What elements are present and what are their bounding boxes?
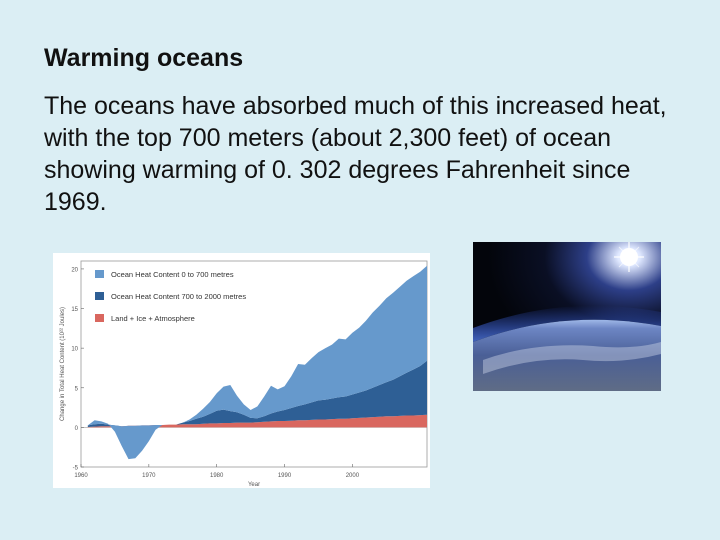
series-area-0 bbox=[87, 414, 428, 428]
legend-swatch bbox=[95, 314, 104, 322]
y-axis-label: Change in Total Heat Content (10²² Joule… bbox=[60, 307, 66, 421]
y-tick-label: 5 bbox=[75, 386, 79, 392]
cloud-band bbox=[483, 342, 661, 374]
y-tick-label: 15 bbox=[71, 307, 78, 313]
x-tick-label: 1990 bbox=[278, 473, 292, 479]
ocean-heat-chart: -5 0 5 10 15 20 1960 1970 1980 1990 2000 Year Change… bbox=[53, 253, 430, 488]
x-tick-label: 1970 bbox=[142, 473, 156, 479]
x-tick-label: 1980 bbox=[210, 473, 224, 479]
series-area-1 bbox=[87, 360, 428, 427]
y-tick-label: -5 bbox=[73, 466, 79, 472]
earth-horizon-image bbox=[473, 242, 661, 391]
slide-title: Warming oceans bbox=[44, 44, 244, 72]
series-area-2 bbox=[87, 265, 428, 460]
sun-icon bbox=[614, 242, 644, 272]
x-tick-label: 2000 bbox=[346, 473, 360, 479]
y-tick-label: 0 bbox=[75, 426, 79, 432]
earth-from-space-photo bbox=[473, 242, 661, 391]
y-tick-label: 20 bbox=[71, 267, 78, 273]
legend-label: Ocean Heat Content 700 to 2000 metres bbox=[111, 292, 246, 301]
legend-label: Land + Ice + Atmosphere bbox=[111, 314, 195, 323]
slide-body-text: The oceans have absorbed much of this in… bbox=[44, 92, 667, 216]
chart-svg: -5 0 5 10 15 20 1960 1970 1980 1990 2000 Year Change… bbox=[60, 260, 428, 488]
legend-swatch bbox=[95, 292, 104, 300]
legend-label: Ocean Heat Content 0 to 700 metres bbox=[111, 270, 234, 279]
legend-swatch bbox=[95, 270, 104, 278]
x-tick-label: 1960 bbox=[74, 473, 88, 479]
earth-surface bbox=[473, 319, 661, 391]
y-tick-label: 10 bbox=[71, 347, 78, 353]
atmosphere-glow bbox=[473, 305, 661, 342]
x-axis-label: Year bbox=[248, 482, 260, 488]
